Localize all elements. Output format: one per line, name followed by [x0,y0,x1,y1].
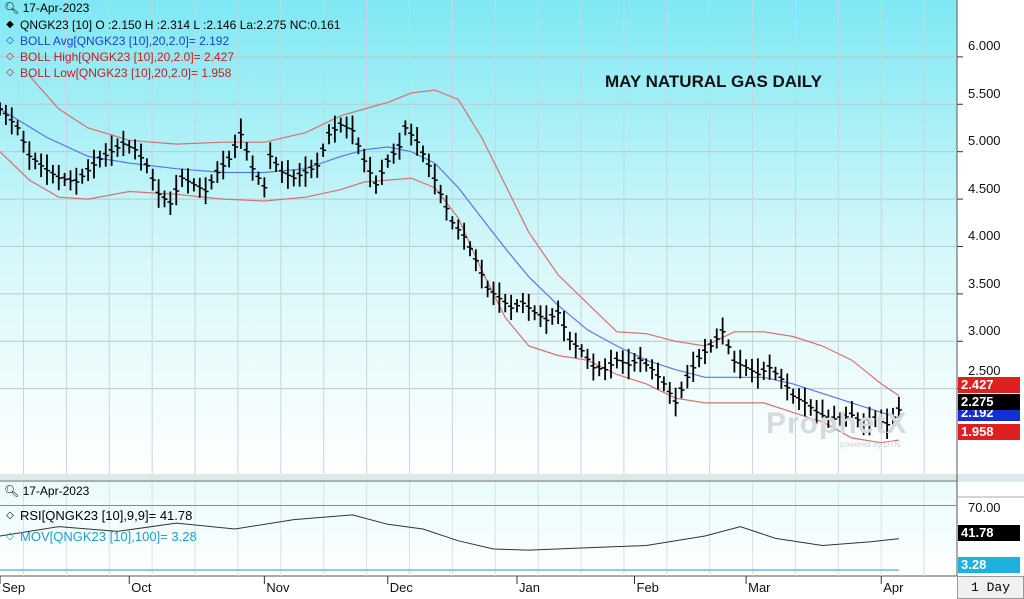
bottom-axis-strip [0,576,957,599]
legend-text: BOLL High[QNGK23 [10],20,2.0]= 2.427 [20,50,235,64]
lower-panel-date: 🔍︎ 17-Apr-2023 [4,484,89,498]
last-price-box: 2.275 [958,394,1020,410]
period-selector-button[interactable]: 1 Day [957,576,1024,599]
y-tick-label: 4.500 [968,181,1001,196]
lower-plot-background [0,482,957,576]
legend-item-boll-avg[interactable]: ◇ BOLL Avg[QNGK23 [10],20,2.0]= 2.192 [4,33,340,49]
upper-series [0,75,902,444]
tick-marks [0,56,963,584]
boll-high-price-box: 2.427 [958,377,1020,393]
header-date: 🔍︎ 17-Apr-2023 [4,1,89,15]
x-tick-label-sep: Sep [2,580,26,595]
y-tick-label: 5.000 [968,133,1001,148]
magnify-icon: 🔍︎ [4,484,20,498]
legend-item-price[interactable]: ◆ QNGK23 [10] O :2.150 H :2.314 L :2.146… [4,17,340,33]
upper-legend: ◆ QNGK23 [10] O :2.150 H :2.314 L :2.146… [4,17,340,81]
diamond-outline-icon: ◇ [6,67,14,78]
y-tick-label: 3.500 [968,276,1001,291]
x-tick-label-mar: Mar [748,580,771,595]
mov-value-box: 3.28 [958,557,1020,573]
y-tick-label: 2.500 [968,363,1001,378]
boll-low-price-box: 1.958 [958,424,1020,440]
y-tick-label: 5.500 [968,86,1001,101]
legend-item-rsi[interactable]: ◇ RSI[QNGK23 [10],9,9]= 41.78 [4,505,197,526]
x-tick-label-feb: Feb [636,580,659,595]
diamond-outline-icon: ◇ [6,35,14,46]
header-date-text: 17-Apr-2023 [22,1,90,15]
lower-series [0,514,899,571]
diamond-outline-icon: ◇ [6,531,14,542]
watermark-tagline: powered by DTN [840,440,901,449]
chart-title: MAY NATURAL GAS DAILY [605,72,822,91]
magnify-icon: 🔍︎ [4,1,20,15]
lower-y-tick-label: 70.00 [968,500,1001,515]
legend-item-boll-low[interactable]: ◇ BOLL Low[QNGK23 [10],20,2.0]= 1.958 [4,65,340,81]
legend-text: BOLL Avg[QNGK23 [10],20,2.0]= 2.192 [20,34,230,48]
diamond-icon: ◆ [6,19,14,30]
upper-grid [0,0,957,474]
rsi-line [0,514,899,551]
legend-item-boll-high[interactable]: ◇ BOLL High[QNGK23 [10],20,2.0]= 2.427 [4,49,340,65]
legend-text: MOV[QNGK23 [10],100]= 3.28 [20,529,197,544]
series-line-boll-avg [0,108,900,419]
y-tick-label: 3.000 [968,323,1001,338]
rsi-value-box: 41.78 [958,525,1020,541]
series-line-boll-high [28,75,900,397]
x-tick-label-nov: Nov [266,580,290,595]
x-tick-label-dec: Dec [389,580,413,595]
y-tick-label: 6.000 [968,38,1001,53]
diamond-outline-icon: ◇ [6,510,14,521]
x-tick-label-apr: Apr [883,580,904,595]
legend-item-mov[interactable]: ◇ MOV[QNGK23 [10],100]= 3.28 [4,526,197,547]
x-tick-label-jan: Jan [519,580,540,595]
x-tick-label-oct: Oct [131,580,152,595]
upper-plot-background [0,0,957,474]
y-tick-label: 4.000 [968,228,1001,243]
legend-text: QNGK23 [10] O :2.150 H :2.314 L :2.146 L… [20,18,341,32]
watermark-logo: ProphetX [766,407,908,440]
legend-text: RSI[QNGK23 [10],9,9]= 41.78 [20,508,193,523]
lower-legend: ◇ RSI[QNGK23 [10],9,9]= 41.78 ◇ MOV[QNGK… [4,505,197,547]
diamond-outline-icon: ◇ [6,51,14,62]
panel-divider [0,474,1024,482]
legend-text: BOLL Low[QNGK23 [10],20,2.0]= 1.958 [20,66,232,80]
lower-date-text: 17-Apr-2023 [22,484,90,498]
